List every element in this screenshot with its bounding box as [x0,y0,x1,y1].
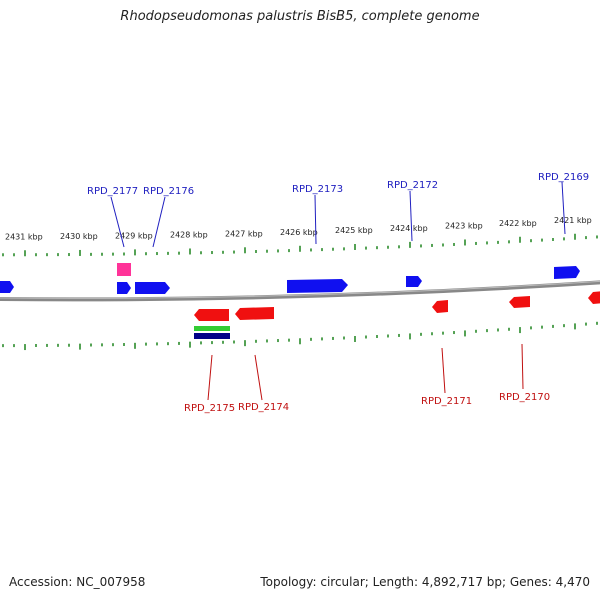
gene-label-RPD_2172[interactable]: RPD_2172 [387,180,438,191]
ruler-label: 2428 kbp [170,231,208,240]
leader-line-RPD_2171 [441,347,446,394]
genome-backbone-highlight [0,280,600,299]
gene-RPD_2175[interactable] [194,309,229,321]
ruler-label: 2422 kbp [499,219,537,228]
feature-pink[interactable] [117,263,131,276]
leader-line-RPD_2176 [152,196,166,248]
gene-RPD_2176[interactable] [135,282,170,294]
ruler-label: 2431 kbp [5,232,43,241]
ruler-label: 2421 kbp [554,216,592,225]
gene-label-RPD_2176[interactable]: RPD_2176 [143,186,194,197]
ruler-label: 2426 kbp [280,228,318,237]
gene-RPD_2169[interactable] [554,266,580,279]
ruler-label: 2430 kbp [60,232,98,241]
leader-line-RPD_2173 [314,194,317,245]
leader-line-RPD_2174 [254,354,263,401]
gene-label-RPD_2171[interactable]: RPD_2171 [421,396,472,407]
ruler-label: 2429 kbp [115,231,153,240]
accession-text: Accession: NC_007958 [9,575,146,589]
gene-RPD_2172[interactable] [406,276,422,287]
ruler-bottom [2,321,598,351]
feature-navy[interactable] [194,333,230,339]
gene-label-RPD_2174[interactable]: RPD_2174 [238,402,289,413]
topology-summary: Topology: circular; Length: 4,892,717 bp… [260,575,590,589]
genome-title: Rhodopseudomonas palustris BisB5, comple… [120,9,480,24]
ruler-label: 2427 kbp [225,229,263,238]
ruler-top: 2431 kbp 2430 kbp 2429 kbp 2428 kbp 2427 kbp… [2,216,598,257]
gene-RPD_2171[interactable] [432,300,448,313]
gene-label-RPD_2173[interactable]: RPD_2173 [292,184,343,195]
gene-RPD_2174[interactable] [235,307,274,320]
ruler-label: 2425 kbp [335,226,373,235]
gene-label-RPD_2169[interactable]: RPD_2169 [538,172,589,183]
feature-green[interactable] [194,326,230,331]
leader-line-RPD_2177 [110,196,125,248]
gene-RPD_2177[interactable] [117,282,131,294]
leader-line-RPD_2169 [561,181,566,235]
genome-backbone [0,280,600,302]
gene-label-RPD_2170[interactable]: RPD_2170 [499,392,550,403]
reverse-gene-right-edge[interactable] [588,291,600,304]
gene-RPD_2170[interactable] [509,296,530,308]
leader-line-RPD_2172 [409,190,413,242]
gene-RPD_2173[interactable] [287,279,348,293]
leader-line-RPD_2170 [521,343,524,390]
forward-gene-left-edge[interactable] [0,281,14,293]
gene-label-RPD_2175[interactable]: RPD_2175 [184,403,235,414]
gene-label-RPD_2177[interactable]: RPD_2177 [87,186,138,197]
ruler-label: 2423 kbp [445,222,483,231]
ruler-label: 2424 kbp [390,224,428,233]
leader-line-RPD_2175 [207,354,213,401]
